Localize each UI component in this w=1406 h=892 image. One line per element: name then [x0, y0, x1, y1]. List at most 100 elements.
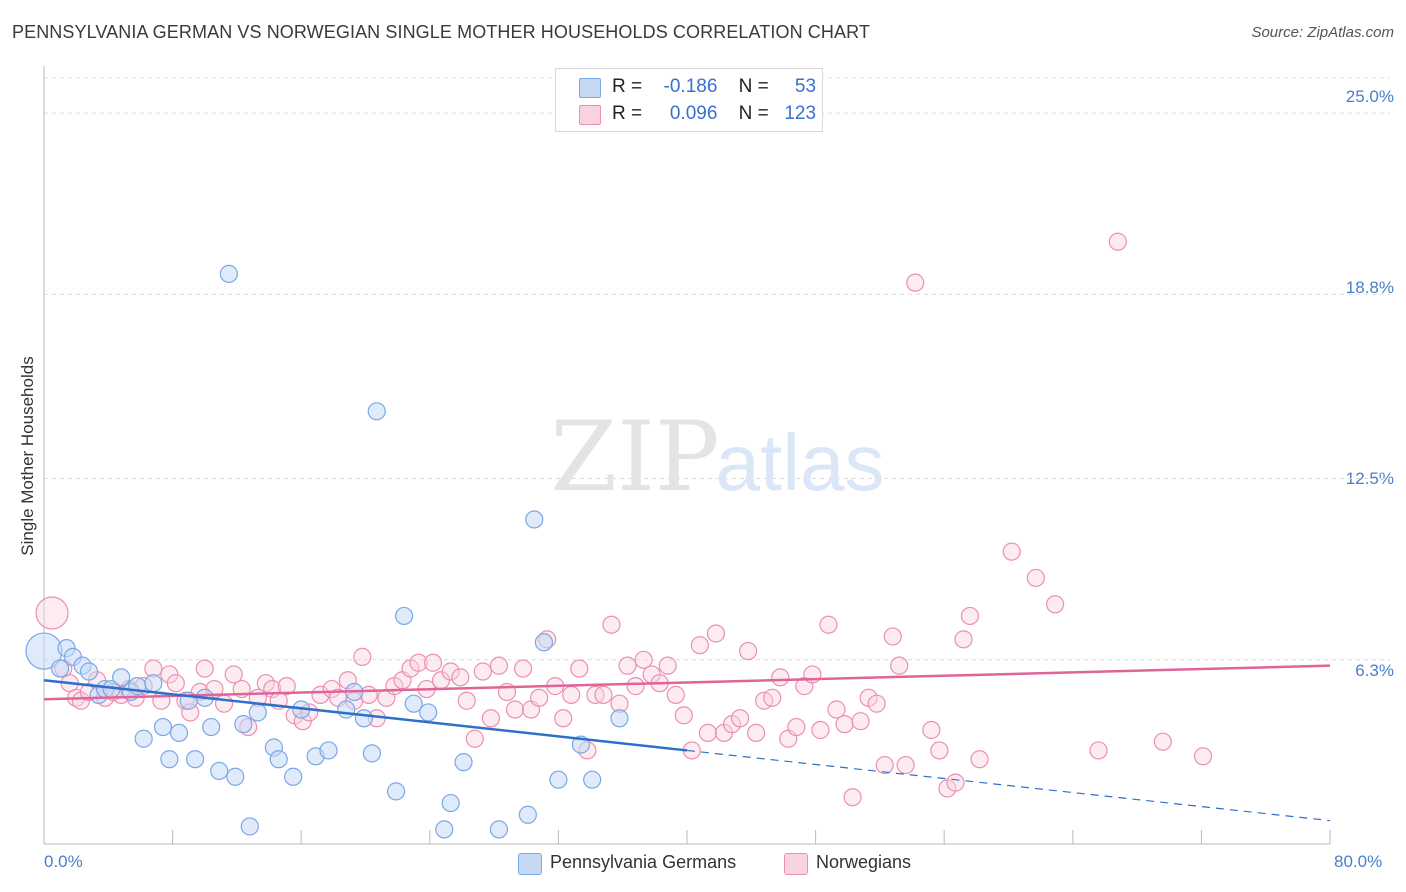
norwegians-point	[922, 720, 941, 740]
norwegians-point	[451, 668, 470, 687]
n-label: N =	[738, 76, 769, 97]
norwegians-point	[409, 653, 428, 672]
norwegians-point	[690, 636, 709, 655]
norwegians-point	[634, 650, 653, 669]
pennsylvania-germans-point	[319, 741, 338, 760]
norwegians-point	[481, 709, 500, 728]
pennsylvania-germans-point	[219, 264, 238, 283]
norwegians-point	[554, 709, 573, 728]
pennsylvania-germans-point	[367, 402, 386, 421]
norwegians-point	[166, 674, 185, 693]
norwegians-trendline	[43, 664, 1331, 701]
pennsylvania-germans-point	[169, 723, 189, 743]
norwegians-point	[674, 706, 693, 725]
pennsylvania-germans-point	[210, 761, 229, 781]
norwegians-point	[195, 659, 214, 678]
norwegians-point	[763, 688, 782, 707]
n-value: 53	[794, 76, 817, 97]
norwegians-point	[562, 685, 581, 704]
pennsylvania-germans-point	[79, 662, 99, 681]
norwegians-point	[214, 694, 234, 713]
pennsylvania-germans-point	[454, 753, 473, 772]
norwegians-point	[787, 717, 806, 737]
norwegians-point	[658, 656, 677, 675]
norwegians-point	[771, 668, 790, 687]
pennsylvania-germans-point	[394, 606, 414, 626]
norwegians-point	[875, 755, 894, 775]
y-tick-label: 12.5%	[1345, 469, 1394, 488]
norwegians-point	[594, 685, 613, 704]
pennsylvania-germans-point	[518, 805, 537, 824]
correlation-legend: R = -0.186 N = 53 R = 0.096 N = 123	[555, 68, 823, 132]
r-value: -0.186	[663, 76, 718, 97]
pennsylvania-germans-point	[202, 717, 221, 737]
norwegians-point	[896, 755, 915, 775]
norwegians-point	[946, 773, 965, 792]
norwegians-point	[827, 700, 846, 719]
pennsylvania-germans-point	[404, 694, 423, 713]
norwegians-point	[1193, 747, 1213, 766]
norwegians-point	[930, 741, 949, 760]
pennsylvania-germans-point	[144, 674, 163, 693]
norwegians-point	[277, 677, 296, 696]
pennsylvania-germans-point	[50, 659, 70, 678]
pennsylvania-germans-point	[284, 767, 303, 786]
norwegians-point	[423, 653, 443, 672]
norwegians-point	[819, 615, 838, 634]
norwegians-point	[465, 729, 484, 748]
pennsylvania-germans-point	[441, 793, 460, 813]
pennsylvania-germans-point	[186, 750, 205, 769]
norwegians-point	[35, 596, 69, 630]
norwegians-point	[883, 627, 902, 646]
pennsylvania-germans-point	[134, 729, 153, 748]
norwegians-point	[1046, 595, 1065, 614]
watermark-zip: ZIP	[550, 401, 719, 513]
norwegians-point	[1089, 741, 1108, 760]
norwegians-point	[311, 685, 330, 704]
norwegians-point	[1002, 542, 1021, 561]
norwegians-point	[970, 750, 989, 769]
norwegians-point	[513, 659, 533, 678]
legend-row-blue: R = -0.186 N = 53	[612, 76, 816, 98]
norwegians-point	[954, 630, 973, 649]
pennsylvania-germans-point	[153, 717, 173, 737]
chart-title: PENNSYLVANIA GERMAN VS NORWEGIAN SINGLE …	[12, 22, 870, 42]
norwegians-point	[457, 691, 476, 710]
norwegians-point	[890, 656, 909, 675]
norwegians-point	[1108, 232, 1127, 251]
norwegians-point	[706, 624, 726, 643]
pennsylvania-germans-point	[362, 744, 382, 763]
pennsylvania-germans-point	[269, 750, 288, 769]
y-tick-label: 25.0%	[1345, 87, 1394, 106]
pennsylvania-germans-point	[534, 633, 554, 652]
norwegians-point	[1153, 732, 1172, 751]
pennsylvania-germans-point	[337, 700, 356, 719]
norwegians-point	[843, 788, 862, 807]
pennsylvania-germans-point	[386, 782, 406, 801]
norwegians-point	[960, 606, 980, 626]
pennsylvania-germans-trendline	[43, 679, 688, 752]
y-tick-label: 18.8%	[1345, 278, 1394, 297]
pennsylvania-germans-point	[248, 703, 267, 722]
norwegians-point	[738, 641, 758, 661]
pennsylvania-germans-point	[419, 703, 438, 722]
norwegians-point	[698, 723, 717, 743]
y-tick-label: 6.3%	[1355, 661, 1394, 680]
watermark-atlas: atlas	[716, 418, 885, 507]
norwegians-point	[811, 720, 830, 740]
bottom-legend-blue: Pennsylvania Germans	[518, 852, 736, 875]
norwegians-point	[906, 273, 925, 292]
norwegians-point	[473, 662, 492, 681]
norwegians-point	[224, 665, 243, 684]
pennsylvania-germans-point	[240, 817, 259, 836]
norwegians-point	[851, 712, 870, 731]
r-label: R =	[612, 76, 643, 97]
pennsylvania-germans-point	[160, 750, 179, 769]
norwegians-point	[489, 656, 509, 675]
n-label: N =	[738, 103, 769, 124]
norwegians-point	[730, 709, 750, 728]
norwegians-point	[353, 647, 372, 666]
legend-swatch-pink	[579, 105, 601, 125]
bottom-legend-swatch-pink	[784, 853, 808, 875]
